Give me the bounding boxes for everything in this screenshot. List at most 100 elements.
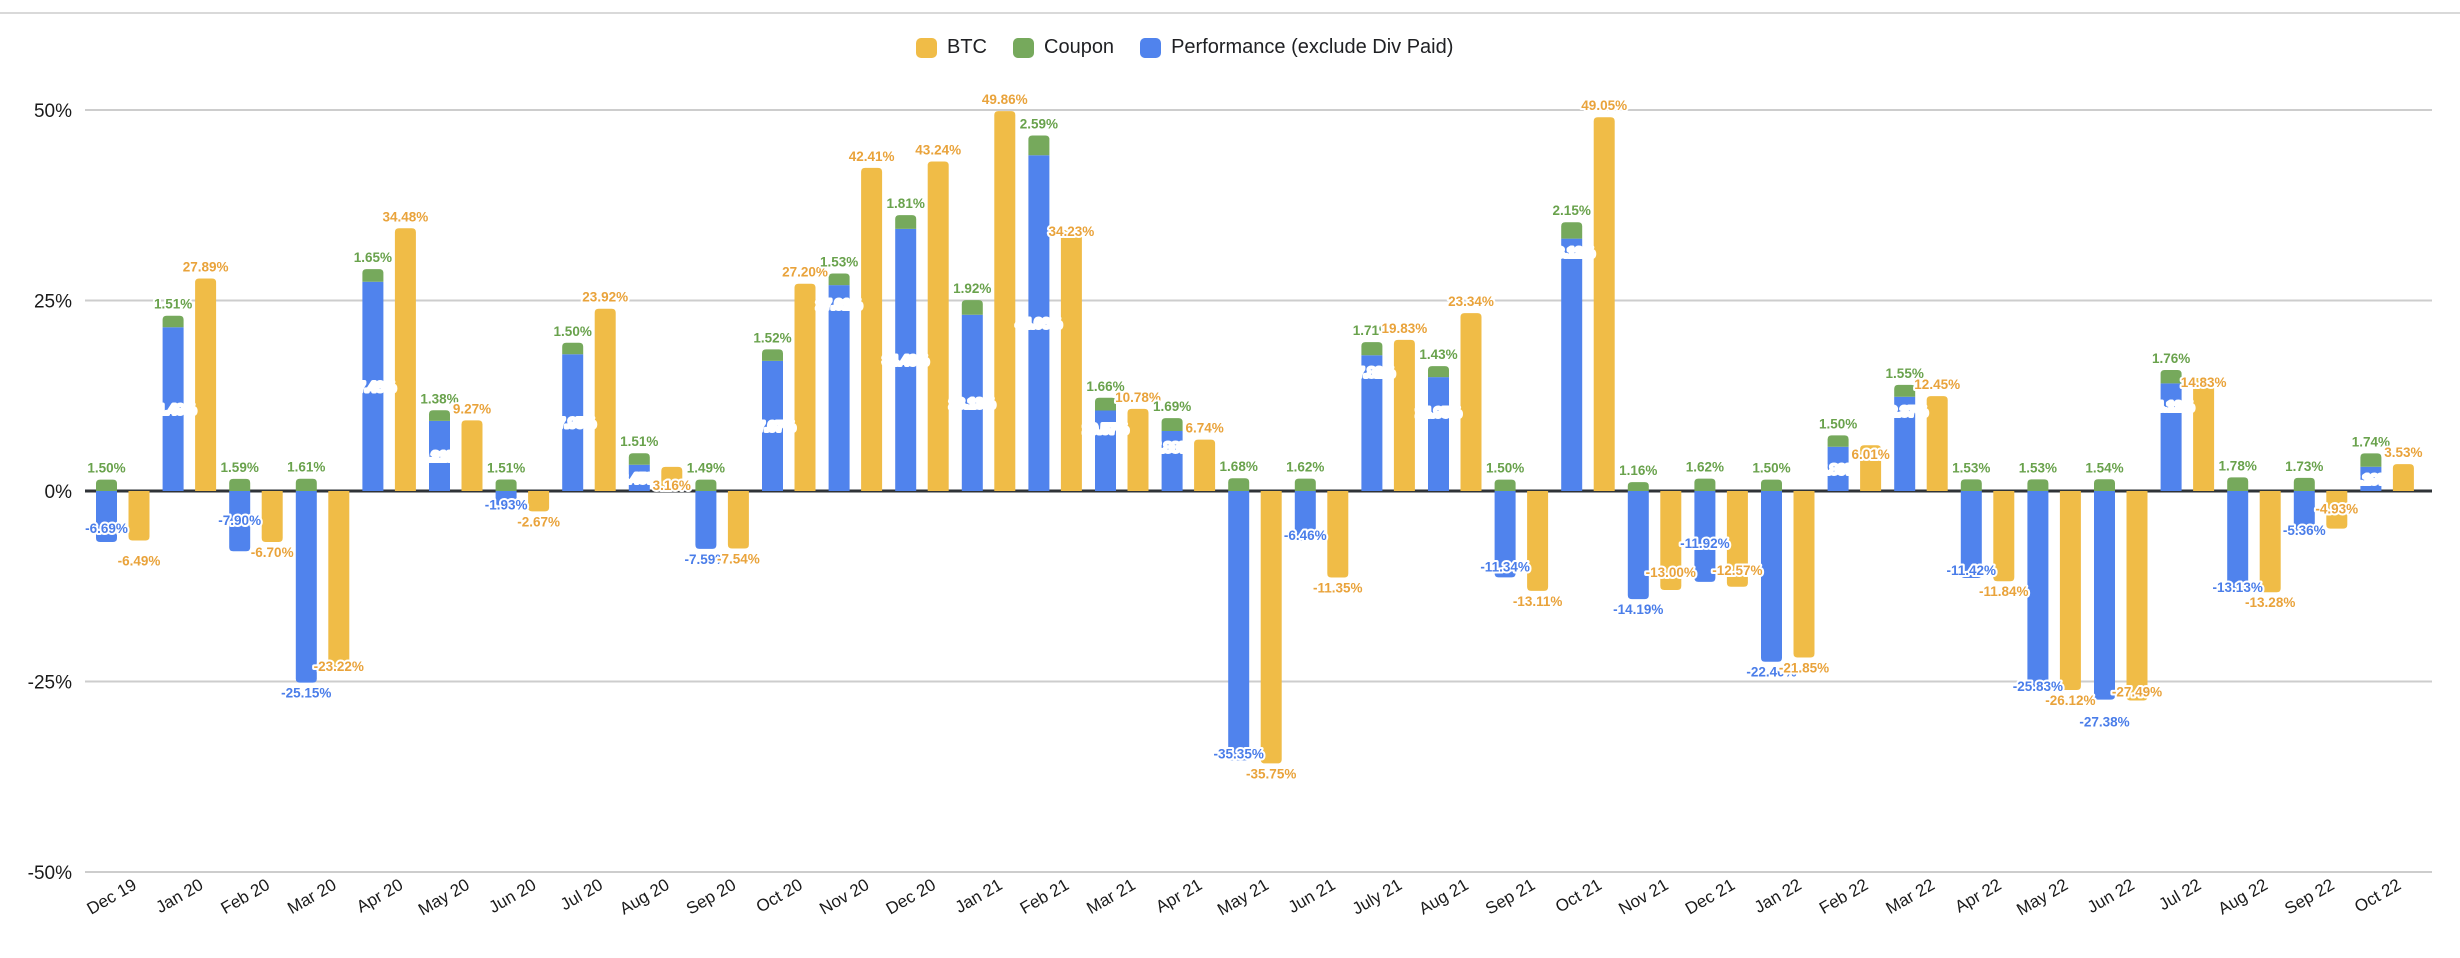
bar-performance-oct-21[interactable] — [1561, 238, 1583, 491]
bar-btc-aug-22[interactable] — [2259, 491, 2281, 593]
bar-coupon-jun-21[interactable] — [1294, 478, 1316, 491]
bar-coupon-may-22[interactable] — [2027, 479, 2049, 491]
bar-coupon-july-21[interactable] — [1361, 342, 1383, 356]
bar-coupon-dec-19[interactable] — [96, 479, 117, 491]
bar-btc-aug-20[interactable] — [661, 466, 683, 491]
bar-performance-jul-20[interactable] — [562, 354, 584, 491]
bar-coupon-mar-21[interactable] — [1095, 397, 1116, 411]
bar-btc-apr-21[interactable] — [1194, 439, 1216, 491]
bar-coupon-oct-21[interactable] — [1561, 222, 1583, 239]
bar-performance-apr-22[interactable] — [1960, 491, 1982, 579]
bar-btc-dec-21[interactable] — [1726, 491, 1748, 587]
bar-performance-dec-19[interactable] — [96, 491, 117, 542]
bar-btc-nov-20[interactable] — [861, 167, 883, 491]
bar-performance-nov-20[interactable] — [828, 285, 850, 491]
bar-btc-july-21[interactable] — [1393, 339, 1415, 491]
bar-performance-jul-22[interactable] — [2160, 383, 2182, 491]
bar-coupon-aug-21[interactable] — [1428, 366, 1449, 378]
bar-btc-apr-22[interactable] — [1993, 491, 2015, 582]
bar-performance-jun-22[interactable] — [2094, 491, 2115, 700]
bar-btc-jan-21[interactable] — [994, 111, 1016, 491]
bar-coupon-jan-22[interactable] — [1761, 479, 1782, 491]
bar-btc-jun-21[interactable] — [1327, 491, 1349, 578]
bar-performance-aug-21[interactable] — [1428, 377, 1449, 491]
bar-performance-may-22[interactable] — [2027, 491, 2049, 688]
bar-btc-oct-20[interactable] — [794, 283, 816, 491]
bar-performance-mar-20[interactable] — [295, 491, 317, 683]
bar-btc-mar-20[interactable] — [328, 491, 350, 668]
bar-performance-oct-20[interactable] — [762, 360, 783, 491]
bar-btc-mar-21[interactable] — [1127, 408, 1149, 491]
bar-performance-jan-20[interactable] — [162, 327, 184, 491]
bar-btc-apr-20[interactable] — [394, 228, 416, 492]
bar-btc-dec-19[interactable] — [128, 491, 150, 541]
bar-coupon-sep-21[interactable] — [1494, 479, 1516, 491]
bar-coupon-nov-20[interactable] — [828, 273, 850, 286]
bar-btc-jun-20[interactable] — [528, 491, 550, 512]
bar-performance-aug-22[interactable] — [2227, 491, 2249, 592]
bar-performance-jan-21[interactable] — [961, 314, 983, 491]
bar-performance-mar-21[interactable] — [1095, 410, 1116, 491]
bar-btc-oct-21[interactable] — [1593, 117, 1615, 491]
bar-performance-apr-21[interactable] — [1161, 430, 1183, 491]
bar-performance-jun-21[interactable] — [1294, 491, 1316, 541]
bar-performance-mar-22[interactable] — [1894, 396, 1916, 491]
bar-coupon-feb-20[interactable] — [229, 478, 251, 491]
bar-coupon-oct-22[interactable] — [2360, 453, 2382, 467]
bar-btc-aug-21[interactable] — [1460, 313, 1482, 491]
legend-item-coupon[interactable]: Coupon — [1013, 36, 1114, 59]
bar-coupon-feb-21[interactable] — [1028, 135, 1050, 156]
bar-coupon-jun-22[interactable] — [2094, 479, 2115, 491]
bar-btc-may-22[interactable] — [2059, 491, 2081, 691]
bar-btc-nov-21[interactable] — [1660, 491, 1682, 591]
bar-performance-nov-21[interactable] — [1627, 491, 1649, 600]
bar-performance-feb-20[interactable] — [229, 491, 251, 552]
bar-btc-may-21[interactable] — [1260, 491, 1282, 764]
bar-performance-apr-20[interactable] — [362, 281, 384, 491]
bar-performance-jun-20[interactable] — [495, 491, 517, 506]
bar-performance-may-21[interactable] — [1228, 491, 1250, 761]
legend-item-performance[interactable]: Performance (exclude Div Paid) — [1140, 36, 1453, 59]
bar-btc-jul-20[interactable] — [594, 308, 616, 491]
bar-btc-jan-22[interactable] — [1793, 491, 1815, 658]
bar-btc-may-20[interactable] — [461, 420, 483, 491]
bar-btc-dec-20[interactable] — [927, 161, 949, 491]
bar-coupon-feb-22[interactable] — [1827, 435, 1849, 447]
bar-coupon-may-21[interactable] — [1228, 478, 1250, 491]
bar-coupon-oct-20[interactable] — [762, 349, 783, 361]
bar-performance-dec-20[interactable] — [895, 228, 917, 491]
bar-performance-oct-22[interactable] — [2360, 466, 2382, 491]
bar-performance-july-21[interactable] — [1361, 355, 1383, 491]
bar-coupon-aug-22[interactable] — [2227, 477, 2249, 491]
bar-btc-feb-21[interactable] — [1060, 230, 1082, 491]
bar-btc-sep-21[interactable] — [1527, 491, 1549, 591]
bar-coupon-sep-20[interactable] — [695, 479, 717, 491]
bar-btc-jun-22[interactable] — [2126, 491, 2148, 701]
bar-performance-sep-21[interactable] — [1494, 491, 1516, 578]
bar-coupon-jul-20[interactable] — [562, 342, 584, 355]
bar-coupon-aug-20[interactable] — [628, 453, 650, 465]
bar-coupon-apr-20[interactable] — [362, 269, 384, 282]
bar-coupon-dec-21[interactable] — [1694, 478, 1716, 491]
bar-btc-mar-22[interactable] — [1926, 396, 1948, 491]
bar-coupon-may-20[interactable] — [429, 410, 450, 421]
bar-btc-sep-22[interactable] — [2326, 491, 2348, 529]
bar-performance-may-20[interactable] — [429, 420, 450, 491]
bar-btc-jul-22[interactable] — [2193, 377, 2215, 491]
bar-performance-feb-21[interactable] — [1028, 155, 1050, 491]
bar-coupon-nov-21[interactable] — [1627, 482, 1649, 491]
bar-coupon-apr-22[interactable] — [1960, 479, 1982, 491]
bar-coupon-jan-21[interactable] — [961, 300, 983, 315]
bar-coupon-apr-21[interactable] — [1161, 418, 1183, 431]
bar-btc-feb-22[interactable] — [1860, 445, 1882, 491]
legend-item-btc[interactable]: BTC — [916, 36, 987, 59]
bar-coupon-jan-20[interactable] — [162, 315, 184, 328]
bar-performance-sep-22[interactable] — [2293, 491, 2315, 532]
bar-btc-oct-22[interactable] — [2392, 464, 2414, 491]
bar-performance-feb-22[interactable] — [1827, 446, 1849, 491]
bar-coupon-jul-22[interactable] — [2160, 369, 2182, 384]
bar-performance-aug-20[interactable] — [628, 464, 650, 491]
bar-btc-sep-20[interactable] — [727, 491, 749, 549]
bar-performance-jan-22[interactable] — [1761, 491, 1782, 662]
bar-coupon-sep-22[interactable] — [2293, 477, 2315, 491]
